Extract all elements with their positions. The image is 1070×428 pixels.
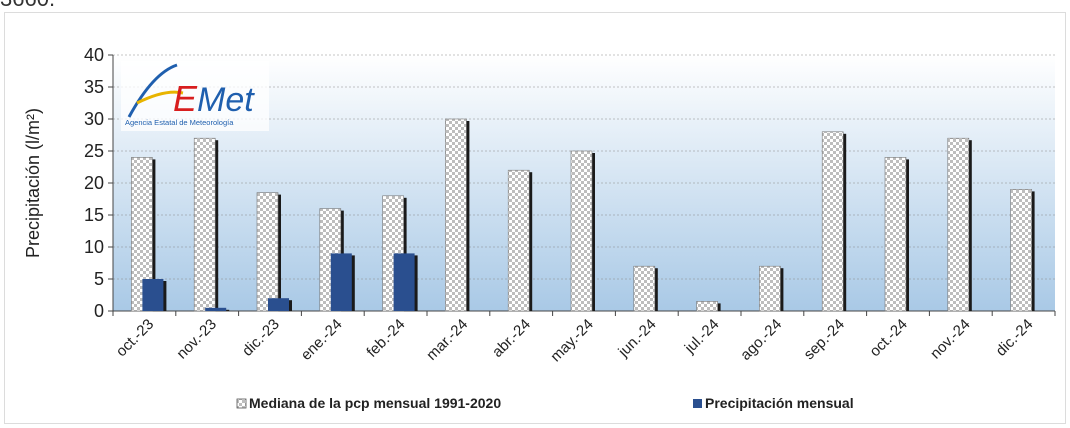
bar-median — [633, 265, 656, 312]
x-tick-label: abr.-24 — [489, 316, 534, 361]
bar-median — [947, 137, 970, 312]
bar-median — [1010, 189, 1032, 312]
aemet-logo: E Met Agencia Estatal de Meteorología — [121, 61, 269, 131]
x-tick-label: oct.-23 — [113, 316, 157, 360]
y-tick-label: 30 — [84, 109, 104, 129]
bar-monthly — [205, 307, 227, 311]
bar-median — [193, 137, 216, 312]
x-tick-label: oct.-24 — [866, 316, 910, 360]
bars — [131, 118, 1035, 312]
bar-median — [570, 150, 593, 312]
y-tick-label: 15 — [84, 205, 104, 225]
top-text-fragment: 3660. — [0, 0, 55, 12]
bar-monthly — [393, 253, 415, 311]
y-tick-label: 35 — [84, 77, 104, 97]
y-tick-label: 5 — [94, 269, 104, 289]
x-tick-label: nov.-24 — [927, 316, 974, 363]
x-tick-label: mar.-24 — [423, 316, 471, 364]
x-tick-label: jul.-24 — [681, 316, 723, 358]
y-axis-label: Precipitación (l/m²) — [23, 108, 43, 258]
precipitation-chart: 0 5 10 15 20 25 30 35 40 oct.-23 nov.-23 dic.-23 en… — [23, 45, 1056, 411]
y-tick-label: 20 — [84, 173, 104, 193]
legend: Mediana de la pcp mensual 1991-2020 Prec… — [236, 395, 854, 411]
svg-text:Met: Met — [197, 81, 255, 119]
bar-monthly — [268, 298, 289, 311]
legend-label-monthly: Precipitación mensual — [705, 395, 854, 411]
x-tick-label: dic.-24 — [993, 316, 1037, 360]
x-tick-label: ago.-24 — [737, 316, 785, 364]
x-tick-label: jun.-24 — [614, 316, 659, 361]
x-tick-label: nov.-23 — [173, 316, 220, 363]
legend-label-median: Mediana de la pcp mensual 1991-2020 — [249, 395, 501, 411]
bar-median — [507, 169, 530, 312]
y-axis-ticks: 0 5 10 15 20 25 30 35 40 — [84, 45, 1055, 321]
legend-item-monthly: Precipitación mensual — [693, 395, 854, 411]
svg-text:E: E — [173, 78, 198, 119]
bar-monthly — [142, 279, 164, 311]
bar-median — [445, 118, 467, 312]
bar-median — [884, 157, 907, 312]
x-tick-label: dic.-23 — [239, 316, 283, 360]
y-tick-label: 25 — [84, 141, 104, 161]
x-axis-ticks: oct.-23 nov.-23 dic.-23 ene.-24 feb.-24 mar.-… — [112, 311, 1056, 366]
bar-median — [821, 131, 844, 312]
y-tick-label: 0 — [94, 301, 104, 321]
bar-median — [256, 192, 279, 312]
x-tick-label: feb.-24 — [363, 316, 408, 361]
bar-monthly — [330, 253, 352, 311]
bar-median — [759, 265, 781, 312]
x-tick-label: may.-24 — [547, 316, 597, 366]
x-tick-label: sep.-24 — [801, 316, 848, 363]
bar-median — [696, 301, 718, 312]
logo-subtitle: Agencia Estatal de Meteorología — [125, 118, 234, 127]
legend-item-median: Mediana de la pcp mensual 1991-2020 — [236, 395, 501, 411]
x-tick-label: ene.-24 — [298, 316, 346, 364]
bar-median — [131, 157, 153, 312]
y-tick-label: 40 — [84, 45, 104, 65]
chart-container: 0 5 10 15 20 25 30 35 40 oct.-23 nov.-23 dic.-23 en… — [4, 12, 1066, 424]
y-tick-label: 10 — [84, 237, 104, 257]
